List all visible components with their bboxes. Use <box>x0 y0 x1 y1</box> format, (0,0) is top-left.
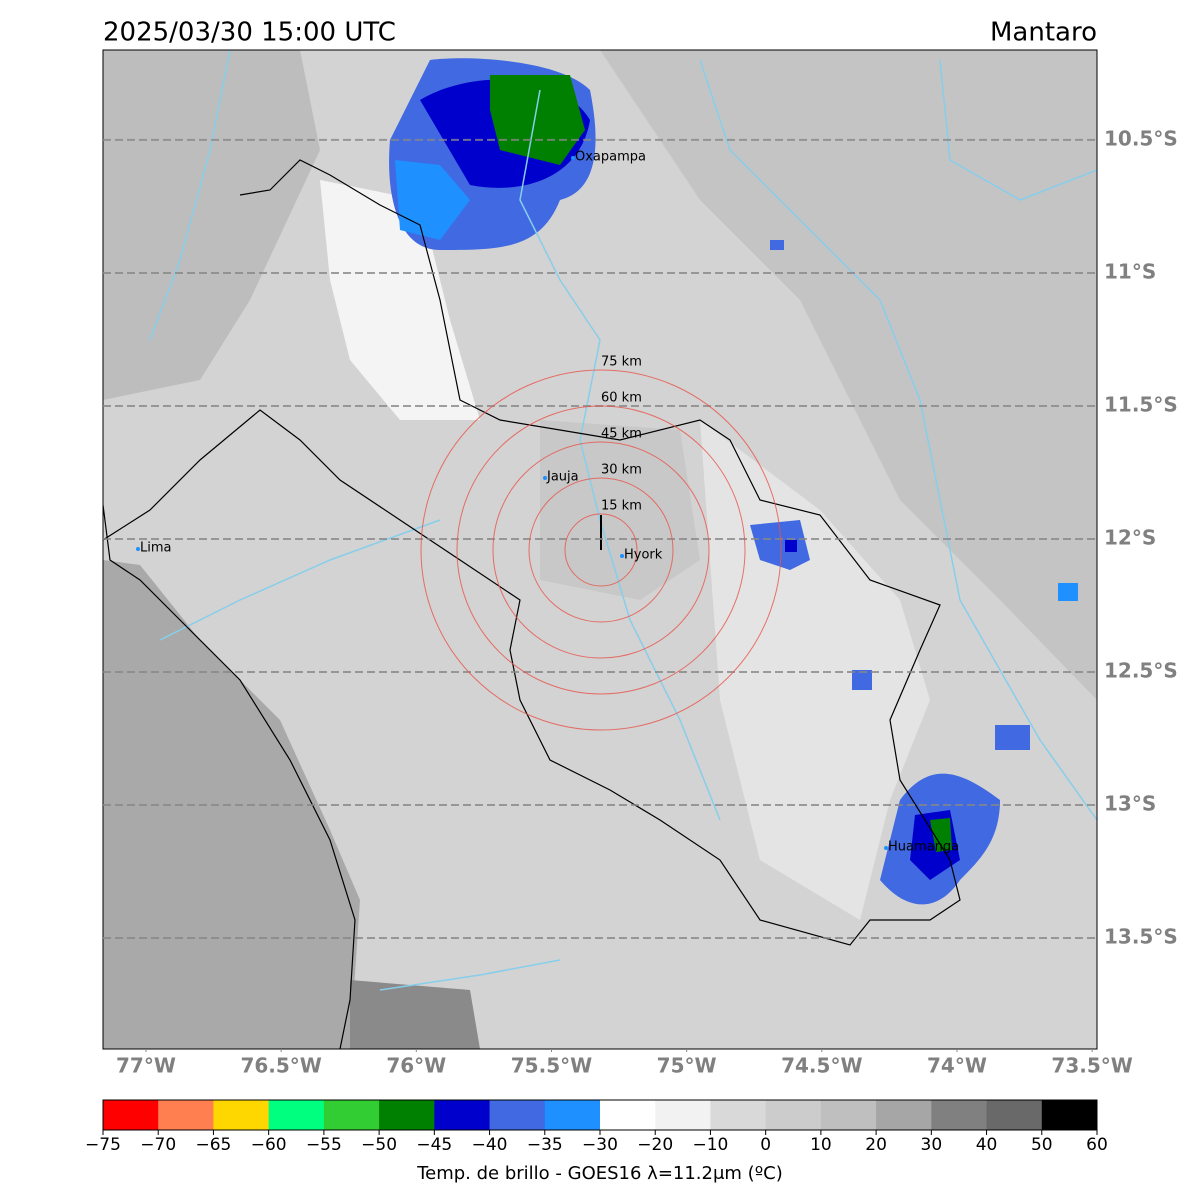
lon-label: 74°W <box>927 1054 987 1078</box>
colorbar-tick-label: −45 <box>416 1135 452 1155</box>
colorbar-swatch <box>103 1100 159 1130</box>
lat-label: 13.5°S <box>1104 925 1178 949</box>
lon-label: 75.5°W <box>511 1054 592 1078</box>
lon-label: 74.5°W <box>781 1054 862 1078</box>
colorbar-swatch <box>1041 1100 1098 1130</box>
ring-label: 60 km <box>601 391 642 406</box>
colorbar-tick-label: 30 <box>921 1135 943 1155</box>
city-dot <box>136 547 140 551</box>
colorbar-swatch <box>931 1100 988 1130</box>
colorbar-tick-label: −20 <box>637 1135 673 1155</box>
lat-label: 13°S <box>1104 792 1156 816</box>
colorbar-swatch <box>489 1100 546 1130</box>
lon-label: 76.5°W <box>240 1054 321 1078</box>
ring-label: 30 km <box>601 463 642 478</box>
colorbar-tick-label: −75 <box>85 1135 121 1155</box>
colorbar-swatch <box>710 1100 767 1130</box>
colorbar-swatch <box>876 1100 932 1130</box>
map-frame <box>102 49 1098 1050</box>
colorbar-swatch <box>820 1100 877 1130</box>
range-ring <box>456 405 746 695</box>
colorbar-tick-label: −50 <box>361 1135 397 1155</box>
colorbar-tick-label: −60 <box>251 1135 287 1155</box>
map-background <box>103 50 1097 1049</box>
colorbar-swatch <box>655 1100 711 1130</box>
colorbar-swatch <box>268 1100 325 1130</box>
range-ring <box>420 369 782 731</box>
colorbar-swatch <box>765 1100 822 1130</box>
colorbar-tick-label: −70 <box>140 1135 176 1155</box>
range-ring <box>564 513 638 587</box>
colorbar-label: Temp. de brillo - GOES16 λ=11.2μm (ºC) <box>416 1163 783 1184</box>
colorbar-tick-label: 60 <box>1086 1135 1108 1155</box>
lon-label: 76°W <box>386 1054 446 1078</box>
lat-label: 10.5°S <box>1104 126 1178 150</box>
lon-label: 77°W <box>116 1054 176 1078</box>
city-dot <box>620 554 624 558</box>
lat-label: 11°S <box>1104 259 1156 283</box>
colorbar-tick-label: 0 <box>760 1135 771 1155</box>
city-label: Oxapampa <box>575 150 646 165</box>
colorbar-tick-label: 20 <box>865 1135 887 1155</box>
lon-label: 73.5°W <box>1051 1054 1132 1078</box>
colorbar-swatch <box>434 1100 491 1130</box>
range-ring <box>492 441 710 659</box>
colorbar-tick-label: −40 <box>472 1135 508 1155</box>
city-label: Jauja <box>546 470 579 485</box>
city-label: Lima <box>140 541 171 556</box>
colorbar-tick-label: 50 <box>1031 1135 1053 1155</box>
colorbar-swatch <box>158 1100 214 1130</box>
range-ring <box>528 477 674 623</box>
colorbar-swatch <box>323 1100 380 1130</box>
city-label: Hyork <box>624 548 663 563</box>
city-dot <box>884 846 888 850</box>
region-name: Mantaro <box>990 18 1097 48</box>
colorbar-swatch <box>544 1100 601 1130</box>
colorbar-tick-label: 10 <box>810 1135 832 1155</box>
lat-label: 11.5°S <box>1104 392 1178 416</box>
city-dot <box>571 156 575 160</box>
colorbar-swatch <box>213 1100 270 1130</box>
colorbar-tick-label: −35 <box>527 1135 563 1155</box>
lat-label: 12.5°S <box>1104 659 1178 683</box>
city-label: Huamanga <box>888 840 959 855</box>
ring-label: 15 km <box>601 499 642 514</box>
colorbar-swatch <box>600 1100 656 1130</box>
ring-label: 75 km <box>601 355 642 370</box>
lat-label: 12°S <box>1104 525 1156 549</box>
colorbar-swatch <box>986 1100 1043 1130</box>
colorbar-tick-label: −10 <box>692 1135 728 1155</box>
colorbar-swatch <box>379 1100 435 1130</box>
ring-label: 45 km <box>601 427 642 442</box>
colorbar-tick-label: −55 <box>306 1135 342 1155</box>
colorbar-tick-label: −65 <box>195 1135 231 1155</box>
lon-label: 75°W <box>657 1054 717 1078</box>
colorbar-tick-label: 40 <box>976 1135 998 1155</box>
city-dot <box>543 476 547 480</box>
colorbar-tick-label: −30 <box>582 1135 618 1155</box>
title: 2025/03/30 15:00 UTC <box>103 18 396 48</box>
